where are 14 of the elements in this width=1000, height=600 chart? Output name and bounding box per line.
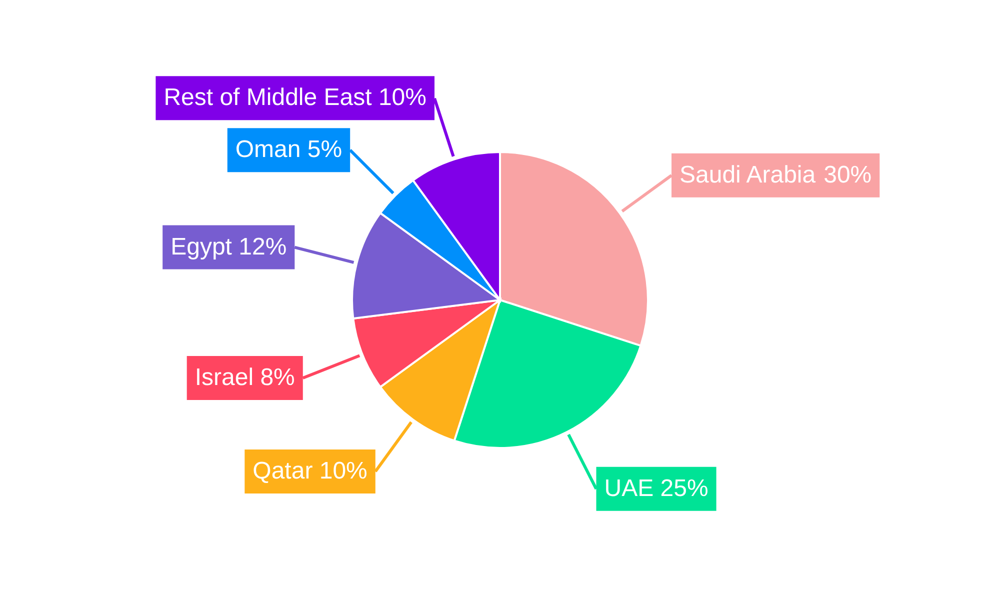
slice-label: Qatar	[252, 458, 313, 485]
data-label: 10%	[378, 84, 426, 112]
slice-label: UAE	[604, 474, 654, 502]
slice-label: Oman	[235, 136, 301, 164]
slice-label: Egypt	[170, 233, 232, 260]
data-label: 10%	[319, 458, 368, 485]
data-label: 5%	[307, 136, 342, 164]
data-label: 8%	[260, 364, 295, 392]
slice-label: Rest of Middle East	[164, 84, 372, 112]
data-label: 25%	[660, 474, 708, 502]
data-label: 12%	[238, 233, 287, 260]
slice-label: Israel	[194, 364, 254, 392]
data-label: 30%	[824, 161, 872, 188]
slice-label: Saudi Arabia	[680, 161, 816, 188]
